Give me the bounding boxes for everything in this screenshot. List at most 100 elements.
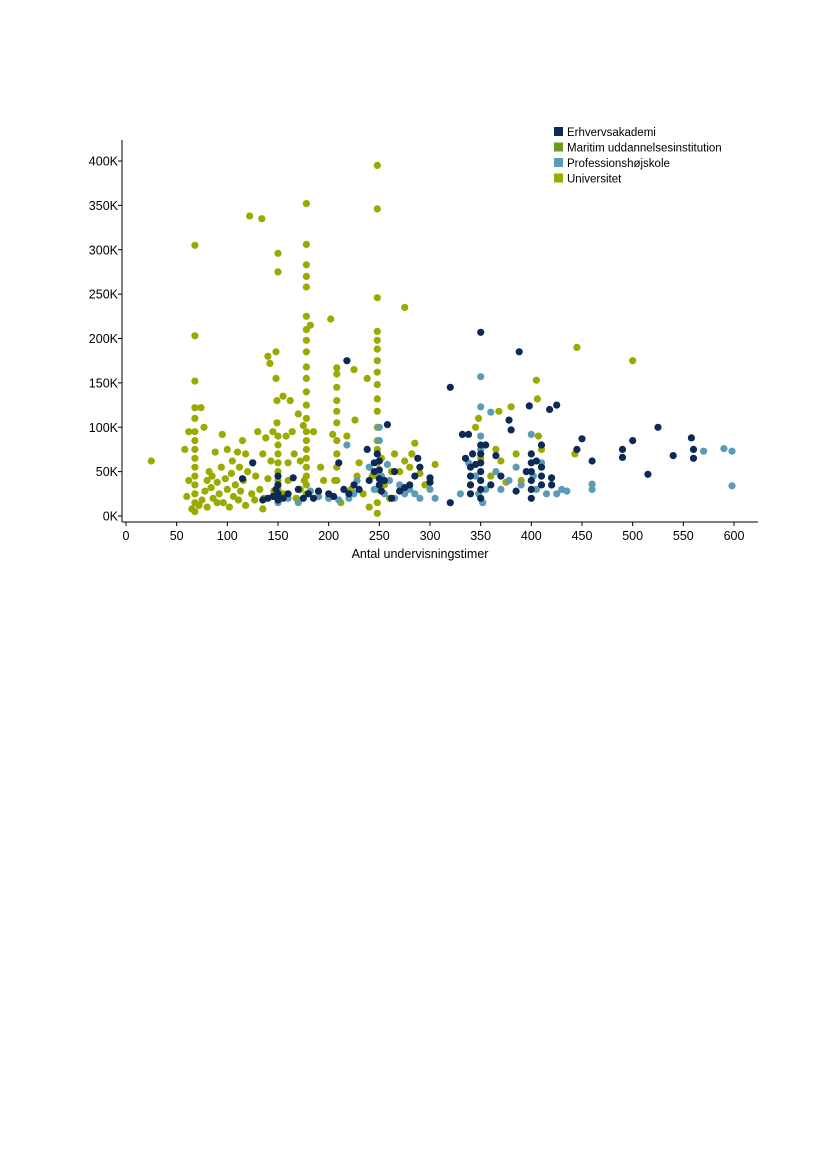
data-point (472, 423, 480, 431)
data-point (198, 496, 206, 504)
data-point (373, 336, 381, 344)
data-point (728, 447, 736, 455)
data-point (618, 445, 627, 453)
data-point (302, 374, 310, 382)
data-point (512, 463, 520, 471)
data-point (259, 450, 267, 458)
data-point (373, 368, 381, 376)
data-point (223, 445, 231, 453)
data-point (191, 377, 199, 385)
data-point (333, 419, 341, 427)
data-point (296, 457, 304, 465)
data-point (537, 463, 546, 471)
data-point (370, 485, 378, 493)
data-point (411, 439, 419, 447)
data-point (274, 472, 282, 480)
data-point (191, 508, 199, 516)
data-point (302, 414, 310, 422)
legend-label: Erhvervsakademi (567, 127, 656, 139)
data-point (537, 441, 546, 449)
data-point (264, 352, 272, 360)
data-point (522, 468, 530, 476)
data-point (191, 404, 199, 412)
data-point (147, 457, 155, 465)
data-point (191, 454, 199, 462)
data-point (333, 397, 341, 405)
data-point (458, 430, 466, 438)
data-point (340, 485, 348, 493)
data-point (380, 476, 388, 485)
data-points (147, 161, 736, 517)
data-point (401, 303, 409, 311)
data-point (191, 241, 199, 249)
data-point (252, 472, 260, 480)
data-point (223, 485, 231, 493)
data-point (629, 437, 637, 445)
data-point (527, 494, 535, 502)
data-point (335, 496, 343, 504)
data-point (330, 492, 338, 501)
data-point (302, 472, 310, 480)
data-point (375, 437, 383, 445)
series-universitet (147, 161, 637, 517)
data-point (191, 490, 199, 498)
data-point (219, 499, 227, 507)
data-point (273, 419, 281, 427)
data-point (290, 450, 298, 458)
data-point (537, 472, 546, 480)
data-point (416, 494, 424, 502)
x-tick-label: 350 (470, 529, 491, 543)
data-point (532, 485, 541, 493)
data-point (578, 435, 586, 443)
data-point (385, 476, 394, 485)
data-point (302, 240, 310, 248)
data-point (383, 460, 391, 469)
data-point (497, 472, 505, 480)
data-point (191, 428, 199, 436)
data-point (527, 468, 535, 476)
data-point (469, 450, 477, 458)
data-point (728, 482, 736, 490)
data-point (563, 487, 571, 495)
data-point (302, 401, 310, 409)
data-point (466, 481, 475, 489)
data-point (273, 397, 281, 405)
legend-swatch (554, 127, 563, 136)
data-point (495, 407, 503, 415)
data-point (262, 434, 270, 442)
data-point (573, 445, 581, 453)
data-point (431, 460, 439, 469)
data-point (266, 359, 274, 367)
data-point (343, 432, 351, 440)
data-point (228, 457, 236, 465)
data-point (333, 450, 341, 458)
data-point (201, 487, 209, 495)
data-point (475, 414, 483, 422)
data-point (644, 470, 652, 478)
y-tick-label: 250K (89, 288, 119, 302)
data-point (477, 485, 485, 493)
data-point (375, 466, 383, 474)
data-point (573, 343, 581, 351)
x-tick-label: 150 (268, 529, 289, 543)
data-point (248, 490, 256, 498)
data-point (497, 485, 505, 493)
data-point (477, 403, 485, 411)
data-point (218, 430, 226, 438)
data-point (525, 402, 533, 410)
x-tick-label: 400 (521, 529, 542, 543)
data-point (477, 468, 485, 476)
data-point (259, 505, 267, 513)
data-point (294, 499, 302, 507)
data-point (279, 392, 287, 400)
data-point (548, 481, 556, 489)
data-point (373, 205, 381, 213)
data-point (213, 478, 221, 486)
data-point (299, 421, 307, 430)
data-point (414, 454, 422, 462)
data-point (304, 490, 312, 498)
data-point (288, 428, 296, 436)
series-erhvervsakademi (238, 328, 698, 507)
x-axis-ticks: 0 50 100 150 200 250 300 350 400 450 500 550 600 (123, 522, 744, 543)
y-axis-ticks: 0K 50K 100K 150K 200K 250K 300K 350K 400K (89, 155, 122, 524)
